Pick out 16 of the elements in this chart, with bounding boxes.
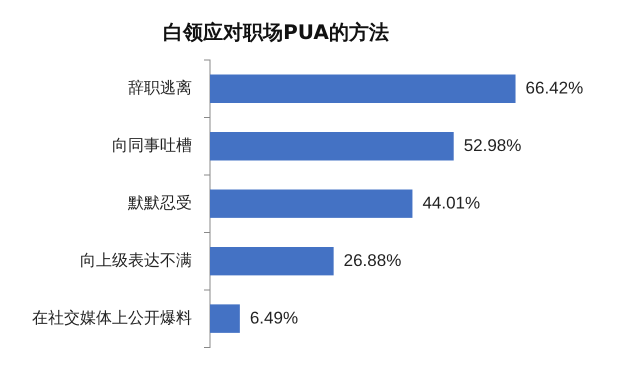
bar xyxy=(210,132,454,160)
y-tick-label: 向同事吐槽 xyxy=(112,135,192,154)
y-tick-label: 默默忍受 xyxy=(127,192,192,212)
y-tick-label: 向上级表达不满 xyxy=(80,250,192,270)
bar xyxy=(210,304,240,333)
bar xyxy=(210,74,516,103)
chart-title: 白领应对职场PUA的方法 xyxy=(163,20,389,44)
bar xyxy=(210,246,334,276)
bar xyxy=(210,189,412,218)
data-label: 52.98% xyxy=(464,136,522,155)
data-label: 44.01% xyxy=(422,193,480,212)
data-label: 66.42% xyxy=(526,78,584,98)
data-label: 26.88% xyxy=(344,250,402,270)
y-tick-label: 辞职逃离 xyxy=(128,78,192,97)
y-tick-label: 在社交媒体上公开爆料 xyxy=(32,308,192,327)
data-label: 6.49% xyxy=(250,308,298,328)
